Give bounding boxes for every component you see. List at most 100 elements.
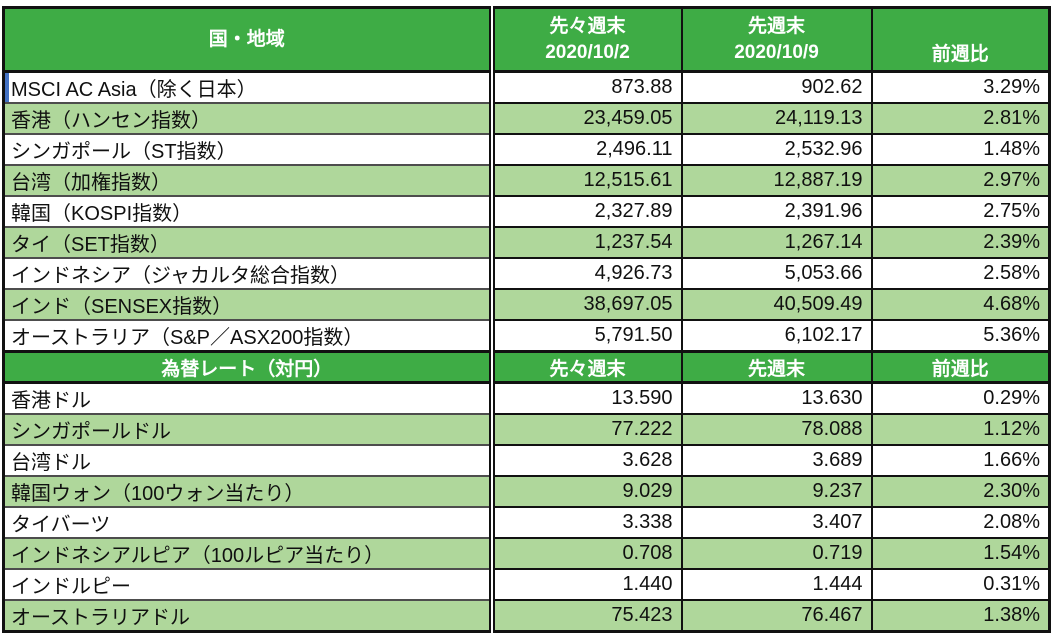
col-header-country[interactable]: 国・地域 [2, 6, 493, 73]
cell-last-value[interactable]: 13.630 [680, 381, 873, 415]
cell-change-pct[interactable]: 1.38% [870, 599, 1051, 633]
col-header-prev-week[interactable]: 先々週末 2020/10/2 [488, 6, 683, 73]
cell-prev-value[interactable]: 1.440 [488, 568, 683, 601]
prev-week-date: 2020/10/2 [545, 41, 630, 63]
cell-last-value[interactable]: 12,887.19 [680, 164, 873, 197]
cell-prev-value[interactable]: 77.222 [488, 413, 683, 446]
cell-prev-value[interactable]: 5,791.50 [488, 319, 683, 353]
cell-label[interactable]: オーストラリア（S&P／ASX200指数） [3, 319, 493, 353]
table-row: シンガポールドル 77.222 78.088 1.12% [3, 413, 1051, 446]
cell-label[interactable]: 香港（ハンセン指数） [3, 102, 493, 135]
cell-last-value[interactable]: 76.467 [680, 599, 873, 633]
table-row: タイバーツ 3.338 3.407 2.08% [3, 506, 1051, 539]
fx-header-last-week[interactable]: 先週末 [680, 350, 873, 384]
col-header-country-label: 国・地域 [208, 28, 285, 50]
cell-prev-value[interactable]: 13.590 [488, 381, 683, 415]
cell-prev-value[interactable]: 873.88 [488, 70, 683, 104]
table-row: 韓国（KOSPI指数） 2,327.89 2,391.96 2.75% [3, 195, 1051, 228]
cell-last-value[interactable]: 0.719 [680, 537, 873, 570]
cell-label[interactable]: 台湾（加権指数） [3, 164, 493, 197]
change-label: 前週比 [931, 44, 989, 65]
cell-last-value[interactable]: 40,509.49 [680, 288, 873, 321]
cell-last-value[interactable]: 6,102.17 [680, 319, 873, 353]
cell-label[interactable]: オーストラリアドル [3, 599, 493, 633]
fx-header: 為替レート（対円） 先々週末 先週末 前週比 [2, 350, 1051, 384]
fx-header-change[interactable]: 前週比 [870, 350, 1051, 384]
cell-label[interactable]: タイ（SET指数） [3, 226, 493, 259]
cell-label[interactable]: シンガポール（ST指数） [3, 133, 493, 166]
cell-last-value[interactable]: 3.407 [680, 506, 873, 539]
table-row: 香港ドル 13.590 13.630 0.29% [3, 381, 1051, 415]
cell-change-pct[interactable]: 2.39% [870, 226, 1051, 259]
cell-label[interactable]: インドルピー [3, 568, 493, 601]
table-row: インド（SENSEX指数） 38,697.05 40,509.49 4.68% [3, 288, 1051, 321]
table-row: インドネシア（ジャカルタ総合指数） 4,926.73 5,053.66 2.58… [3, 257, 1051, 290]
cell-change-pct[interactable]: 1.54% [870, 537, 1051, 570]
table-row: MSCI AC Asia（除く日本） 873.88 902.62 3.29% [3, 70, 1051, 104]
cell-last-value[interactable]: 1,267.14 [680, 226, 873, 259]
fx-header-row: 為替レート（対円） 先々週末 先週末 前週比 [2, 350, 1051, 384]
cell-prev-value[interactable]: 4,926.73 [488, 257, 683, 290]
cell-last-value[interactable]: 1.444 [680, 568, 873, 601]
fx-header-title[interactable]: 為替レート（対円） [2, 350, 493, 384]
cell-change-pct[interactable]: 5.36% [870, 319, 1051, 353]
cell-prev-value[interactable]: 2,327.89 [488, 195, 683, 228]
indices-rows: MSCI AC Asia（除く日本） 873.88 902.62 3.29% 香… [3, 70, 1051, 353]
cell-last-value[interactable]: 5,053.66 [680, 257, 873, 290]
cell-last-value[interactable]: 902.62 [680, 70, 873, 104]
cell-change-pct[interactable]: 2.08% [870, 506, 1051, 539]
cell-change-pct[interactable]: 0.29% [870, 381, 1051, 415]
cell-change-pct[interactable]: 1.12% [870, 413, 1051, 446]
cell-change-pct[interactable]: 1.48% [870, 133, 1051, 166]
cell-prev-value[interactable]: 3.338 [488, 506, 683, 539]
cell-change-pct[interactable]: 4.68% [870, 288, 1051, 321]
cell-change-pct[interactable]: 2.75% [870, 195, 1051, 228]
market-data-table: 国・地域 先々週末 2020/10/2 先週末 2020/10/9 前週比 MS… [2, 6, 1051, 633]
cell-change-pct[interactable]: 2.58% [870, 257, 1051, 290]
table-row: 台湾（加権指数） 12,515.61 12,887.19 2.97% [3, 164, 1051, 197]
cell-prev-value[interactable]: 3.628 [488, 444, 683, 477]
cell-change-pct[interactable]: 2.97% [870, 164, 1051, 197]
cell-change-pct[interactable]: 1.66% [870, 444, 1051, 477]
table-row: 韓国ウォン（100ウォン当たり） 9.029 9.237 2.30% [3, 475, 1051, 508]
last-week-label: 先週末 [747, 15, 805, 37]
cell-label[interactable]: 香港ドル [3, 381, 493, 415]
cell-label[interactable]: 韓国ウォン（100ウォン当たり） [3, 475, 493, 508]
cell-label[interactable]: 韓国（KOSPI指数） [3, 195, 493, 228]
cell-last-value[interactable]: 9.237 [680, 475, 873, 508]
cell-prev-value[interactable]: 2,496.11 [488, 133, 683, 166]
cell-change-pct[interactable]: 0.31% [870, 568, 1051, 601]
cell-label[interactable]: 台湾ドル [3, 444, 493, 477]
cell-label[interactable]: インドネシアルピア（100ルピア当たり） [3, 537, 493, 570]
cell-last-value[interactable]: 24,119.13 [680, 102, 873, 135]
cell-label[interactable]: シンガポールドル [3, 413, 493, 446]
prev-week-label: 先々週末 [549, 15, 626, 37]
table-row: シンガポール（ST指数） 2,496.11 2,532.96 1.48% [3, 133, 1051, 166]
cell-label[interactable]: インドネシア（ジャカルタ総合指数） [3, 257, 493, 290]
col-header-change[interactable]: 前週比 [870, 6, 1051, 73]
cell-label[interactable]: タイバーツ [3, 506, 493, 539]
col-header-last-week[interactable]: 先週末 2020/10/9 [680, 6, 873, 73]
cell-change-pct[interactable]: 3.29% [870, 70, 1051, 104]
cell-last-value[interactable]: 2,391.96 [680, 195, 873, 228]
cell-prev-value[interactable]: 9.029 [488, 475, 683, 508]
table-row: インドルピー 1.440 1.444 0.31% [3, 568, 1051, 601]
indices-header: 国・地域 先々週末 2020/10/2 先週末 2020/10/9 前週比 [2, 6, 1051, 73]
cell-prev-value[interactable]: 1,237.54 [488, 226, 683, 259]
cell-prev-value[interactable]: 12,515.61 [488, 164, 683, 197]
cell-prev-value[interactable]: 75.423 [488, 599, 683, 633]
cell-last-value[interactable]: 78.088 [680, 413, 873, 446]
cell-last-value[interactable]: 3.689 [680, 444, 873, 477]
cell-label[interactable]: インド（SENSEX指数） [3, 288, 493, 321]
cell-change-pct[interactable]: 2.81% [870, 102, 1051, 135]
cell-change-pct[interactable]: 2.30% [870, 475, 1051, 508]
cell-prev-value[interactable]: 0.708 [488, 537, 683, 570]
cell-last-value[interactable]: 2,532.96 [680, 133, 873, 166]
fx-header-prev-week[interactable]: 先々週末 [488, 350, 683, 384]
cell-prev-value[interactable]: 23,459.05 [488, 102, 683, 135]
cell-label[interactable]: MSCI AC Asia（除く日本） [3, 70, 493, 104]
table-row: タイ（SET指数） 1,237.54 1,267.14 2.39% [3, 226, 1051, 259]
cell-prev-value[interactable]: 38,697.05 [488, 288, 683, 321]
table-row: インドネシアルピア（100ルピア当たり） 0.708 0.719 1.54% [3, 537, 1051, 570]
